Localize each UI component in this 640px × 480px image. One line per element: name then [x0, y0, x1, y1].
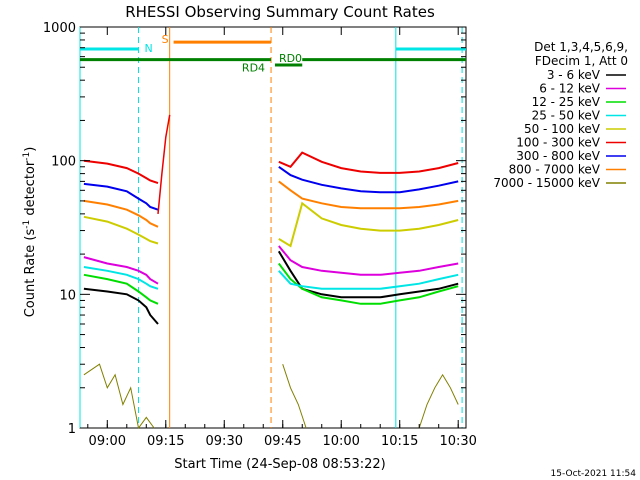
legend-header-line1: Det 1,3,4,5,6,9, [534, 40, 628, 54]
series-6-12-kev-segment-1 [278, 245, 459, 276]
legend-label-800-7000-kev: 800 - 7000 keV [509, 163, 601, 177]
series-50-100-kev-segment-0 [83, 215, 159, 245]
x-tick-label-0930: 09:30 [206, 434, 243, 449]
x-tick-label-1015: 10:15 [381, 434, 418, 449]
plot-frame [79, 26, 467, 429]
series-100-300-kev-segment-1 [278, 151, 459, 174]
x-tick-label-1030: 10:30 [439, 434, 476, 449]
chart-title: RHESSI Observing Summary Count Rates [125, 3, 435, 21]
x-tick-label-1000: 10:00 [322, 434, 359, 449]
series-300-800-kev-segment-0 [83, 182, 159, 211]
series-50-100-kev-segment-1 [278, 201, 459, 248]
x-tick-label-0915: 09:15 [147, 434, 184, 449]
series-300-800-kev-segment-1 [278, 165, 459, 194]
series-12-25-kev-segment-0 [83, 273, 159, 305]
flag-label-rd0: RD0 [279, 52, 302, 65]
legend-label-12-25-kev: 12 - 25 keV [532, 95, 601, 109]
series-25-50-kev-segment-0 [83, 266, 159, 290]
y-axis-label-sup1: -1 [22, 220, 32, 229]
y-axis-label-part3: ) [23, 147, 38, 152]
series-3-6-kev-segment-1 [277, 250, 459, 299]
legend-label-3-6-kev: 3 - 6 keV [547, 68, 601, 82]
y-tick-label-10: 10 [59, 288, 76, 303]
x-tick-label-0900: 09:00 [89, 434, 126, 449]
x-axis-label: Start Time (24-Sep-08 08:53:22) [174, 457, 385, 472]
y-axis-label-part1: Count Rate (s [23, 229, 38, 318]
series-7000-15000-kev-segment-0 [83, 363, 155, 430]
series-7000-15000-kev-segment-2 [418, 373, 459, 429]
y-tick-label-1000: 1000 [43, 21, 76, 36]
y-axis-label: Count Rate (s-1 detector-1) [22, 147, 38, 318]
legend-label-6-12-kev: 6 - 12 keV [539, 82, 601, 96]
legend-label-25-50-kev: 25 - 50 keV [532, 109, 601, 123]
saa-bar-label-0: N [144, 42, 152, 55]
series-800-7000-kev-segment-0 [83, 199, 159, 228]
legend-label-100-300-kev: 100 - 300 keV [516, 136, 600, 150]
legend-label-50-100-kev: 50 - 100 keV [524, 122, 601, 136]
legend-header-line2: FDecim 1, Att 0 [535, 54, 628, 68]
series-6-12-kev-segment-0 [83, 256, 159, 285]
series-25-50-kev-segment-1 [278, 270, 459, 290]
plot-area: NS RD4 RD0 09:00 09:15 09:30 09:45 10:00 10:15 10… [43, 21, 477, 449]
flag-label-rd4: RD4 [242, 62, 265, 75]
footer-timestamp: 15-Oct-2021 11:54 [551, 469, 637, 479]
y-axis-label-part2: detector [23, 160, 38, 220]
y-tick-label-1: 1 [68, 422, 76, 437]
flare-spike [157, 114, 171, 214]
y-axis-label-sup2: -1 [22, 152, 32, 161]
y-tick-label-100: 100 [51, 155, 76, 170]
x-tick-label-0945: 09:45 [264, 434, 301, 449]
legend-label-7000-15000-kev: 7000 - 15000 keV [493, 176, 600, 190]
series-100-300-kev-segment-0 [83, 159, 159, 185]
legend-label-300-800-kev: 300 - 800 keV [516, 149, 600, 163]
series-800-7000-kev-segment-1 [278, 180, 459, 210]
series-7000-15000-kev-segment-1 [282, 364, 307, 429]
series-3-6-kev-segment-0 [83, 287, 159, 325]
flag-label-s: S [162, 33, 169, 46]
